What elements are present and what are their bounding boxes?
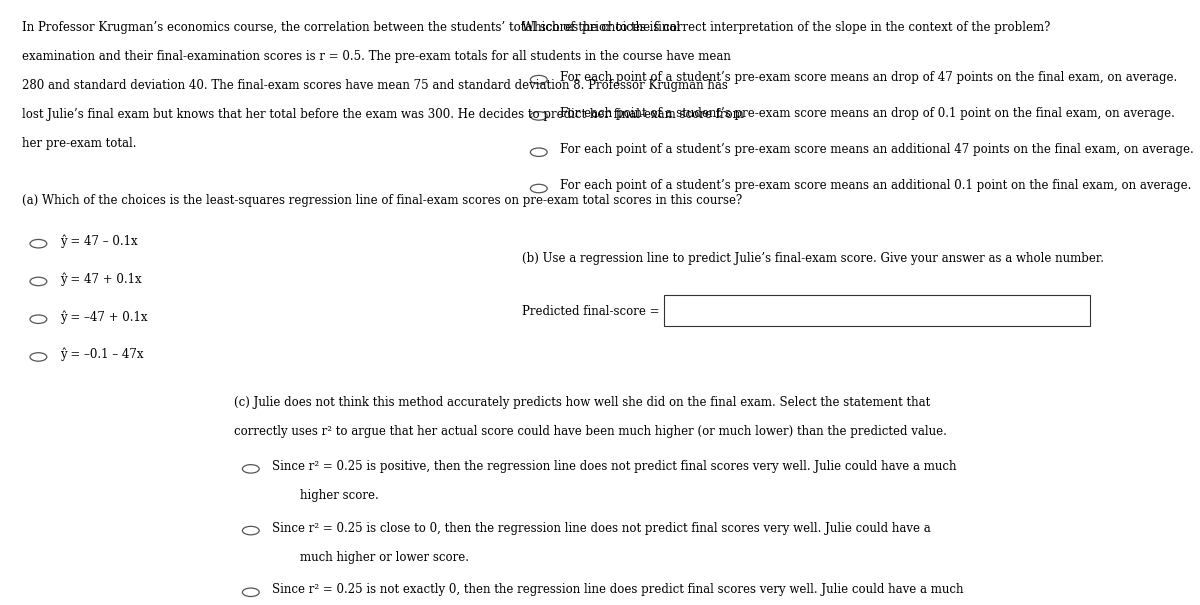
Text: For each point of a student’s pre-exam score means an additional 0.1 point on th: For each point of a student’s pre-exam s… xyxy=(560,180,1192,192)
Text: (b) Use a regression line to predict Julie’s final-exam score. Give your answer : (b) Use a regression line to predict Jul… xyxy=(522,252,1104,265)
Text: Since r² = 0.25 is positive, then the regression line does not predict final sco: Since r² = 0.25 is positive, then the re… xyxy=(272,460,956,473)
Text: her pre-exam total.: her pre-exam total. xyxy=(22,137,136,150)
Text: For each point of a student’s pre-exam score means an additional 47 points on th: For each point of a student’s pre-exam s… xyxy=(560,143,1194,156)
Text: lost Julie’s final exam but knows that her total before the exam was 300. He dec: lost Julie’s final exam but knows that h… xyxy=(22,108,743,121)
Text: ŷ = –0.1 – 47x: ŷ = –0.1 – 47x xyxy=(60,348,144,361)
Text: 280 and standard deviation 40. The final-exam scores have mean 75 and standard d: 280 and standard deviation 40. The final… xyxy=(22,79,727,92)
Text: (a) Which of the choices is the least-squares regression line of final-exam scor: (a) Which of the choices is the least-sq… xyxy=(22,194,742,206)
Text: (c) Julie does not think this method accurately predicts how well she did on the: (c) Julie does not think this method acc… xyxy=(234,396,930,409)
Text: For each point of a student’s pre-exam score means an drop of 0.1 point on the f: For each point of a student’s pre-exam s… xyxy=(560,107,1175,120)
Text: In Professor Krugman’s economics course, the correlation between the students’ t: In Professor Krugman’s economics course,… xyxy=(22,21,679,34)
Text: correctly uses r² to argue that her actual score could have been much higher (or: correctly uses r² to argue that her actu… xyxy=(234,425,947,438)
Text: higher score.: higher score. xyxy=(300,489,379,502)
Text: examination and their final-examination scores is r = 0.5. The pre-exam totals f: examination and their final-examination … xyxy=(22,50,731,63)
Text: Since r² = 0.25 is not exactly 0, then the regression line does predict final sc: Since r² = 0.25 is not exactly 0, then t… xyxy=(272,583,964,596)
Text: ŷ = 47 – 0.1x: ŷ = 47 – 0.1x xyxy=(60,235,138,248)
FancyBboxPatch shape xyxy=(664,295,1090,327)
Text: Predicted final-score =: Predicted final-score = xyxy=(522,305,660,318)
Text: ŷ = –47 + 0.1x: ŷ = –47 + 0.1x xyxy=(60,310,148,324)
Text: Since r² = 0.25 is close to 0, then the regression line does not predict final s: Since r² = 0.25 is close to 0, then the … xyxy=(272,522,931,534)
Text: For each point of a student’s pre-exam score means an drop of 47 points on the f: For each point of a student’s pre-exam s… xyxy=(560,71,1177,83)
Text: Which of the choices is correct interpretation of the slope in the context of th: Which of the choices is correct interpre… xyxy=(522,21,1050,34)
Text: much higher or lower score.: much higher or lower score. xyxy=(300,551,469,563)
Text: ŷ = 47 + 0.1x: ŷ = 47 + 0.1x xyxy=(60,272,142,286)
